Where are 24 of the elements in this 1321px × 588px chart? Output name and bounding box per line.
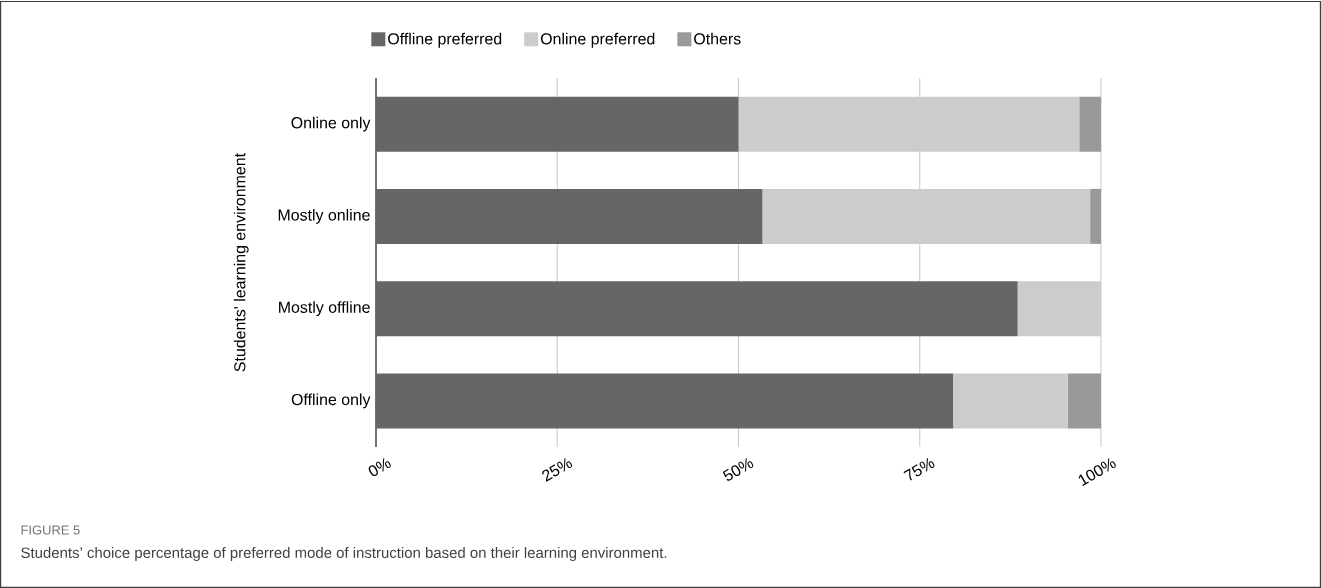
bar xyxy=(1067,373,1102,429)
text: Students’ choice percentage of preferred mode of instruction based on their learning environment. xyxy=(21,547,667,561)
y-tick-label: Mostly online xyxy=(278,208,370,224)
bar xyxy=(1090,188,1102,244)
x-tick-label: 25% xyxy=(542,458,573,482)
x-tick-label: 50% xyxy=(722,458,754,481)
legend-label: Online preferred xyxy=(540,32,655,48)
bar xyxy=(953,373,1068,429)
bar xyxy=(738,96,1080,152)
bar xyxy=(376,373,954,429)
bar xyxy=(376,96,739,152)
bar xyxy=(762,188,1091,244)
legend-label: Offline preferred xyxy=(388,32,502,48)
legend-label: Others xyxy=(694,32,741,45)
caption: FIGURE 5 xyxy=(21,525,80,535)
y-tick-label: Online only xyxy=(291,116,371,132)
y-tick-label: Mostly offline xyxy=(279,301,370,317)
y-axis-title: Students' learning environment xyxy=(233,153,249,372)
bar xyxy=(1079,96,1102,152)
bar xyxy=(376,188,763,244)
y-tick-label: Offline only xyxy=(291,393,371,409)
x-tick-label: 75% xyxy=(903,458,935,481)
x-tick-label: 0% xyxy=(368,458,391,477)
bar xyxy=(376,281,1018,337)
